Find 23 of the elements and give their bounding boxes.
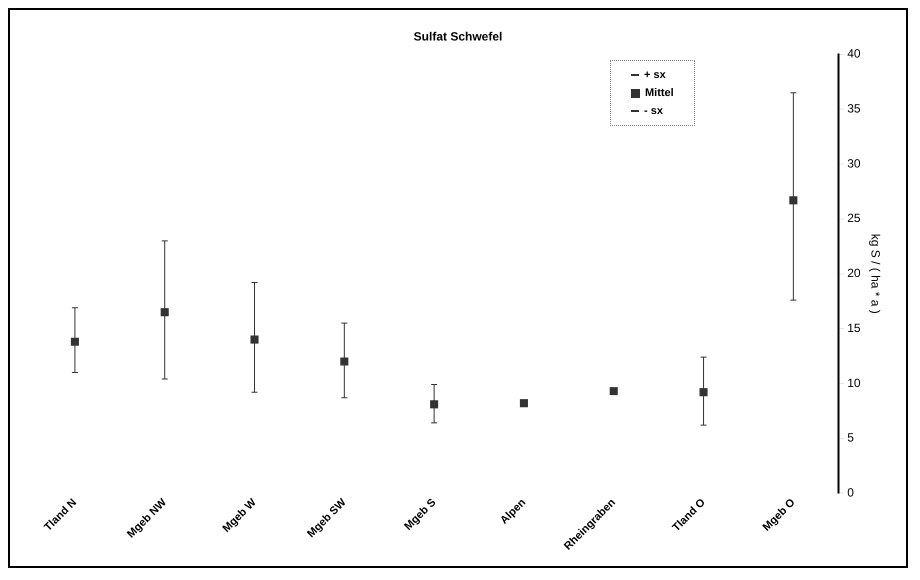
y-tick-label: 40 — [847, 46, 861, 61]
y-tick-label: 30 — [847, 156, 861, 170]
y-tick-label: 25 — [847, 211, 861, 226]
legend-label: Mittel — [645, 87, 674, 99]
point — [610, 387, 618, 396]
point — [700, 388, 708, 396]
point — [789, 196, 798, 204]
annotation: - sx — [644, 105, 663, 117]
annotation: + sx — [644, 69, 666, 81]
point — [250, 336, 259, 344]
point — [430, 400, 438, 408]
chart-title: Sulfat Schwefel — [414, 30, 502, 44]
point — [340, 357, 348, 366]
point — [70, 338, 79, 346]
y-tick-label: 0 — [847, 485, 854, 500]
point — [160, 308, 169, 316]
y-tick-label: 20 — [847, 266, 861, 280]
y-tick-label: 15 — [847, 320, 861, 335]
point — [520, 399, 528, 408]
y-tick-label: 35 — [847, 102, 861, 116]
y-tick-label: 5 — [847, 430, 854, 445]
y-axis-title: kg S / ( ha * a ) — [868, 234, 882, 314]
y-tick-label: 10 — [847, 376, 861, 390]
